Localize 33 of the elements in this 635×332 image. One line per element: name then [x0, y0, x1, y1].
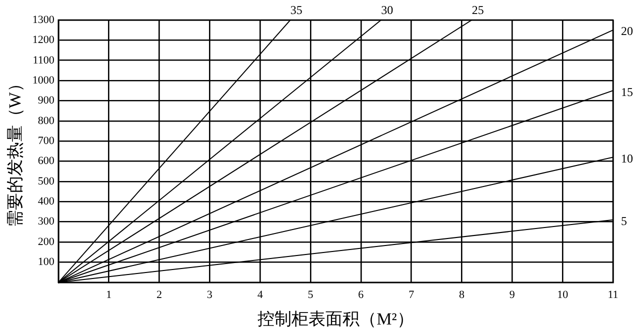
x-tick-label: 3 [206, 288, 213, 301]
x-tick-label: 7 [408, 288, 415, 301]
y-tick-label: 1300 [32, 14, 55, 26]
series-label: 35 [290, 3, 302, 18]
y-tick-label: 900 [38, 94, 55, 107]
y-tick-label: 400 [38, 196, 55, 208]
y-tick-label: 200 [38, 236, 55, 248]
y-tick-label: 100 [38, 256, 55, 268]
x-tick-label: 10 [557, 288, 569, 301]
x-tick-label: 8 [458, 288, 465, 301]
y-tick-label: 300 [38, 216, 55, 228]
y-tick-label: 1100 [32, 54, 55, 66]
series-label: 10 [621, 151, 633, 166]
y-tick-label: 600 [38, 155, 55, 168]
series-label: 15 [621, 84, 633, 99]
series-label: 25 [472, 3, 484, 18]
series-label: 20 [621, 24, 633, 38]
x-tick-label: 4 [257, 288, 264, 301]
series-label: 30 [381, 3, 394, 18]
x-tick-label: 9 [509, 288, 516, 301]
x-tick-label: 2 [156, 288, 162, 301]
y-tick-label: 1200 [32, 34, 55, 46]
series-label: 5 [621, 214, 627, 228]
y-tick-label: 1000 [32, 74, 55, 86]
x-tick-label: 11 [608, 288, 618, 301]
x-tick-label: 6 [358, 288, 364, 301]
x-tick-label: 5 [308, 288, 314, 301]
y-tick-label: 700 [38, 135, 55, 147]
x-axis-title: 控制柜表面积（M²） [258, 309, 414, 328]
x-tick-label: 1 [106, 288, 112, 301]
y-axis-title: 需要的发热量（W） [6, 75, 25, 228]
y-tick-label: 800 [38, 114, 55, 127]
y-tick-label: 500 [38, 175, 55, 188]
